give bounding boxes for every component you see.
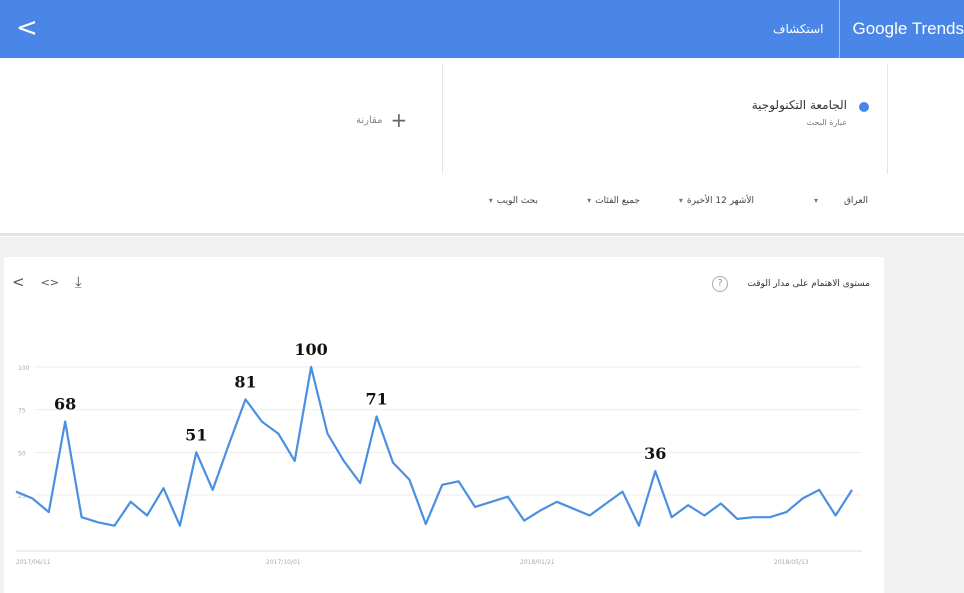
download-icon[interactable]: ⤓ <box>75 273 82 291</box>
term-name: الجامعة التكنولوجية <box>751 98 847 112</box>
top-app-bar: < استكشاف Google Trends <box>0 0 964 58</box>
term-type: عبارة البحث <box>806 118 847 127</box>
y-tick-label: 50 <box>18 450 26 457</box>
series-line <box>15 365 853 527</box>
chevron-down-icon: ▾ <box>813 196 818 205</box>
filter-bar: العراق▾ الأشهر 12 الأخيرة▾ جميع الفئات▾ … <box>0 174 964 236</box>
x-tick-label: 2017/10/01 <box>266 559 301 566</box>
y-tick-label: 100 <box>18 365 30 372</box>
search-term-card[interactable]: الجامعة التكنولوجية عبارة البحث <box>442 64 888 174</box>
peak-label: 36 <box>644 444 666 463</box>
search-terms-bar: مقارنة + الجامعة التكنولوجية عبارة البحث <box>0 58 964 174</box>
filter-category[interactable]: جميع الفئات▾ <box>587 196 640 206</box>
chevron-down-icon: ▾ <box>587 196 592 205</box>
peak-label: 71 <box>365 389 387 408</box>
explore-link[interactable]: استكشاف <box>773 22 824 36</box>
x-tick-label: 2017/06/11 <box>16 559 51 566</box>
filter-region-label: العراق <box>843 196 868 206</box>
peak-label: 51 <box>185 425 207 444</box>
share-icon[interactable]: < <box>12 273 25 291</box>
card-title: مستوى الاهتمام على مدار الوقت <box>747 279 870 289</box>
plus-icon: + <box>390 108 408 132</box>
peak-label: 100 <box>294 340 327 359</box>
compare-label: مقارنة <box>356 114 383 126</box>
content-area: < <> ⤓ ? مستوى الاهتمام على مدار الوقت 1… <box>0 237 964 593</box>
compare-button[interactable]: مقارنة + <box>356 108 407 132</box>
card-toolbar: < <> ⤓ <box>12 273 82 291</box>
embed-icon[interactable]: <> <box>40 276 60 289</box>
filter-region[interactable]: العراق ▾ <box>814 196 868 206</box>
brand-divider <box>839 0 841 58</box>
peak-label: 81 <box>234 372 256 391</box>
peak-label: 68 <box>54 395 76 414</box>
filter-time-label: الأشهر 12 الأخيرة <box>686 196 754 206</box>
filter-category-label: جميع الفئات <box>595 196 640 206</box>
y-tick-label: 75 <box>18 408 26 415</box>
chevron-down-icon: ▾ <box>488 196 493 205</box>
x-tick-label: 2018/05/13 <box>774 559 809 566</box>
interest-line-chart[interactable]: 100 75 50 25 2017/06/11 2017/10/01 2018/01/21 2… <box>4 313 884 593</box>
interest-over-time-card: < <> ⤓ ? مستوى الاهتمام على مدار الوقت 1… <box>4 257 884 593</box>
filter-search-type-label: بحث الويب <box>496 196 538 206</box>
help-icon[interactable]: ? <box>712 276 728 292</box>
y-tick-label: 25 <box>18 493 26 500</box>
share-back-icon[interactable]: < <box>16 13 38 43</box>
filter-time-range[interactable]: الأشهر 12 الأخيرة▾ <box>679 196 754 206</box>
x-tick-label: 2018/01/21 <box>520 559 555 566</box>
chevron-down-icon: ▾ <box>678 196 683 205</box>
term-color-dot <box>859 102 869 112</box>
google-trends-logo[interactable]: Google Trends <box>852 19 964 38</box>
brand-area: استكشاف Google Trends <box>773 0 964 58</box>
filter-search-type[interactable]: بحث الويب▾ <box>489 196 538 206</box>
